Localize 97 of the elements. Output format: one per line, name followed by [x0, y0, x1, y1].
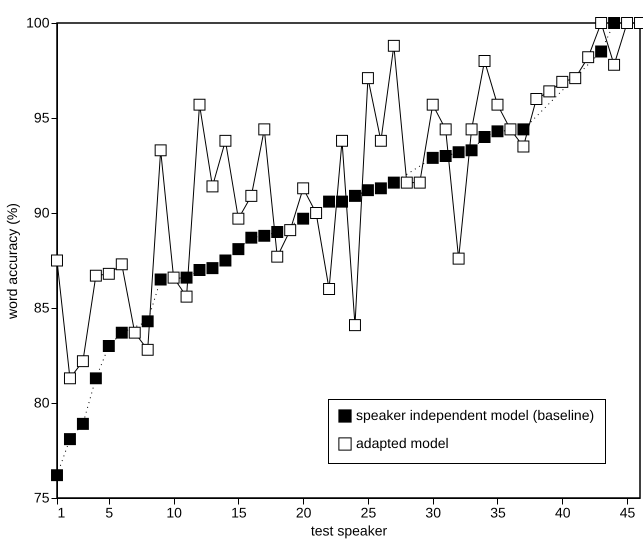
point [452, 252, 465, 265]
point [219, 134, 232, 147]
point [595, 17, 608, 29]
legend-label: adapted model [356, 435, 449, 451]
x-tick-label: 15 [231, 504, 247, 520]
point [478, 131, 491, 143]
point [206, 262, 218, 274]
y-tick-label: 80 [34, 394, 50, 410]
point [517, 140, 530, 152]
point [142, 344, 154, 356]
point [621, 17, 634, 29]
y-tick-label: 95 [34, 110, 50, 126]
point [349, 190, 361, 202]
point [64, 372, 76, 384]
point [323, 196, 336, 208]
point [232, 243, 244, 256]
x-tick-label: 45 [620, 504, 636, 520]
point [51, 254, 63, 266]
x-tick-label: 20 [296, 504, 312, 520]
point [232, 212, 244, 225]
point [440, 150, 452, 162]
point [608, 58, 620, 71]
point [90, 372, 102, 384]
y-tick-label: 85 [34, 300, 50, 316]
x-tick-label: 1 [58, 504, 66, 520]
point [349, 319, 361, 332]
point [168, 272, 180, 284]
point [556, 76, 568, 88]
point [154, 274, 167, 286]
point [180, 290, 193, 303]
point [51, 469, 63, 482]
point [608, 17, 620, 29]
point [452, 146, 465, 158]
point [194, 98, 206, 111]
point [569, 72, 582, 84]
x-tick-label: 10 [166, 504, 182, 520]
point [414, 176, 426, 189]
point [258, 230, 270, 242]
point [219, 254, 232, 266]
point [297, 212, 310, 225]
x-tick-label: 25 [360, 504, 376, 520]
point [258, 123, 270, 136]
point [180, 272, 193, 284]
point [271, 226, 284, 238]
point [116, 258, 128, 270]
point [595, 46, 608, 58]
point [76, 418, 89, 430]
point [466, 144, 478, 156]
legend-label: speaker independent model (baseline) [356, 407, 594, 423]
y-tick-label: 90 [34, 204, 50, 220]
point [194, 264, 206, 276]
point [426, 98, 439, 111]
point [440, 123, 452, 136]
point [102, 340, 115, 352]
point [492, 125, 504, 138]
point [388, 176, 400, 189]
point [543, 85, 556, 98]
point [374, 182, 387, 194]
point [478, 55, 491, 67]
point [245, 190, 258, 202]
point [297, 182, 310, 194]
point [76, 355, 89, 368]
point [504, 123, 516, 136]
point [582, 51, 594, 64]
point [310, 207, 322, 219]
point [142, 315, 154, 328]
point [336, 134, 348, 147]
x-tick-label: 40 [554, 504, 571, 520]
point [64, 433, 76, 446]
point [116, 326, 128, 339]
point [284, 224, 296, 236]
x-tick-label: 30 [425, 504, 442, 520]
point [271, 250, 284, 263]
point [466, 123, 478, 136]
x-tick-label: 35 [490, 504, 506, 520]
point [90, 270, 102, 282]
point [517, 123, 530, 136]
point [492, 98, 504, 111]
point [400, 176, 413, 189]
x-tick-label: 5 [105, 504, 114, 520]
point [323, 283, 336, 295]
y-tick-label: 100 [26, 14, 50, 30]
point [374, 134, 387, 147]
y-tick-label: 75 [34, 490, 50, 506]
point [388, 40, 400, 52]
point [336, 196, 348, 208]
point [530, 93, 542, 105]
point [128, 326, 141, 339]
point [426, 152, 439, 164]
point [154, 144, 167, 156]
point [362, 184, 374, 196]
y-axis-title: word accuracy (%) [4, 203, 20, 320]
point [362, 72, 374, 84]
point [206, 180, 218, 192]
point [245, 232, 258, 244]
x-axis-title: test speaker [310, 522, 388, 538]
point [102, 268, 115, 280]
